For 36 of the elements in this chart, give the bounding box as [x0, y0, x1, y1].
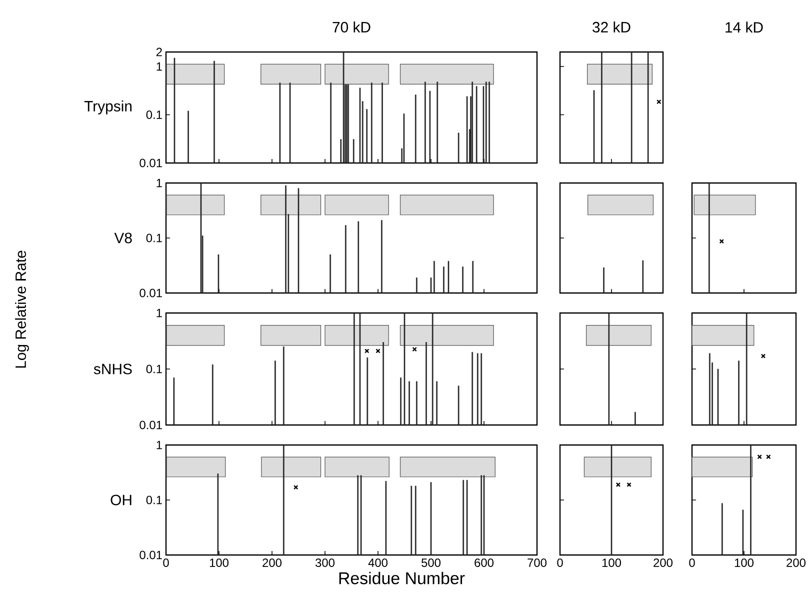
x-tick-label: 0 — [689, 558, 695, 567]
chart-title: 14 kD — [726, 22, 763, 32]
x-tick-label: 200 — [262, 558, 282, 567]
x-tick-label: 100 — [210, 558, 229, 567]
x-tick-label: 400 — [368, 558, 388, 567]
x-tick-label: 500 — [422, 558, 441, 567]
y-tick-label: 0.1 — [146, 234, 162, 242]
chart-title: 32 kD — [592, 22, 630, 32]
y-tick-label: 0.01 — [140, 158, 162, 168]
y-tick-label: 0.01 — [140, 550, 162, 560]
x-tick-label: 600 — [474, 558, 494, 567]
y-tick-label: 2 — [156, 48, 162, 56]
text: Log Relative Rate — [15, 250, 29, 368]
x-tick-label: 100 — [602, 558, 622, 567]
x-axis-title: Residue Number — [339, 572, 465, 584]
x-tick-label: 300 — [315, 558, 335, 567]
y-axis-title: sNHS — [94, 364, 132, 374]
y-tick-label: 0.1 — [146, 496, 162, 504]
y-axis-title: OH — [110, 494, 132, 506]
chart-title: 70 kD — [332, 22, 370, 32]
y-axis-title: V8 — [114, 232, 132, 244]
y-tick-label: 0.1 — [146, 364, 162, 374]
x-tick-label: 0 — [557, 558, 563, 567]
y-tick-label: 1 — [156, 178, 162, 188]
x-tick-label: 200 — [654, 558, 673, 567]
y-tick-label: 1 — [156, 62, 162, 71]
x-tick-label: 700 — [528, 558, 547, 567]
x-tick-label: 100 — [734, 558, 754, 567]
y-tick-label: 0.01 — [140, 420, 162, 430]
y-tick-label: 0.01 — [140, 288, 162, 298]
y-tick-label: 1 — [156, 440, 162, 450]
y-tick-label: 0.1 — [146, 110, 162, 119]
x-tick-label: 0 — [163, 558, 169, 567]
y-tick-label: 1 — [156, 308, 162, 318]
x-tick-label: 200 — [786, 558, 806, 567]
y-axis-title: Trypsin — [84, 100, 132, 114]
